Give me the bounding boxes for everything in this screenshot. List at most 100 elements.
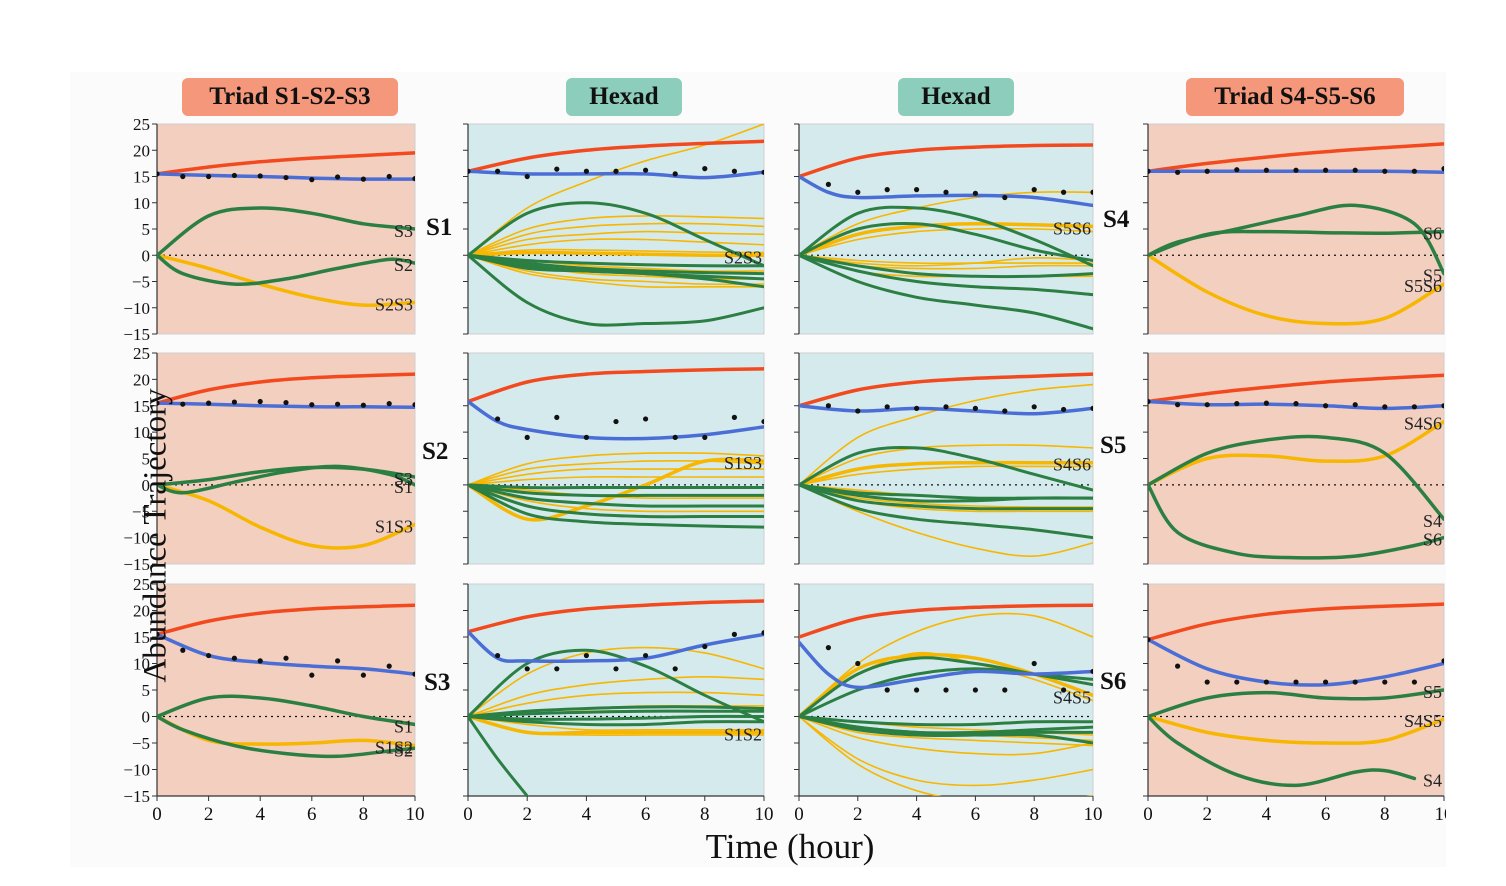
- y-tick-label: 5: [142, 450, 151, 469]
- series-label: S4S5: [1404, 711, 1442, 731]
- panel-hexad-S2: S1S3: [463, 352, 765, 565]
- series-line-yellow: [799, 465, 1093, 486]
- data-point: [972, 687, 979, 693]
- data-point: [761, 169, 764, 175]
- data-point: [1293, 167, 1299, 173]
- data-point: [943, 404, 949, 410]
- series-line-red: [799, 372, 1093, 408]
- data-point: [1204, 679, 1210, 685]
- series-line-yellow: [468, 484, 764, 513]
- data-point: [943, 189, 949, 195]
- column-header-1: Triad S1-S2-S3: [182, 78, 398, 116]
- data-point: [1323, 167, 1329, 173]
- data-point: [884, 687, 890, 693]
- series-line-yellow: [799, 254, 1093, 265]
- series-label: S1: [394, 477, 413, 497]
- x-tick-label: 4: [582, 804, 592, 825]
- series-line-yellow: [468, 254, 764, 286]
- series-line-green: [799, 483, 1093, 503]
- data-point: [825, 403, 832, 409]
- data-point: [855, 660, 861, 667]
- series-label: S5S6: [1053, 218, 1091, 238]
- series-line-green-s5: [1148, 203, 1444, 276]
- data-point: [412, 402, 415, 408]
- data-point: [1441, 166, 1444, 172]
- series-line-red: [468, 367, 764, 404]
- series-label: S6: [1423, 224, 1442, 244]
- panel-lines: [799, 143, 1093, 331]
- row-label-s4: S4: [1103, 206, 1130, 233]
- y-tick-label: 20: [133, 370, 150, 389]
- data-point: [1411, 404, 1417, 410]
- panel-lines: [799, 372, 1093, 557]
- y-tick-label: 5: [142, 220, 151, 239]
- series-line-yellow-s5s6: [1148, 253, 1444, 326]
- x-tick-label: 2: [204, 804, 214, 825]
- data-point: [1263, 167, 1269, 173]
- data-point: [825, 645, 832, 651]
- x-tick-label: 4: [255, 804, 265, 825]
- data-point: [1352, 679, 1358, 685]
- data-point: [1441, 403, 1444, 409]
- series-line-yellow: [799, 444, 1093, 486]
- series-line-yellow: [468, 215, 764, 257]
- y-tick-label: 10: [133, 655, 150, 674]
- series-line-yellow-s4s5: [1148, 714, 1444, 745]
- series-line-yellow: [799, 484, 1093, 557]
- data-point: [1234, 679, 1240, 685]
- panel-background: [156, 352, 416, 565]
- series-label: S4S5: [1053, 687, 1091, 707]
- data-point: [914, 687, 920, 693]
- data-point: [180, 647, 186, 653]
- data-point: [412, 176, 415, 182]
- data-point: [309, 177, 315, 183]
- panel-hexad-S1: S2S3: [463, 123, 765, 335]
- series-line-green: [468, 253, 764, 276]
- y-tick-label: 15: [133, 168, 150, 187]
- series-line-green-s2: [157, 253, 415, 286]
- data-point: [335, 174, 341, 180]
- series-line-yellow: [799, 254, 1093, 267]
- series-line-red: [468, 139, 764, 174]
- series-line-green: [468, 715, 764, 727]
- series-line-blue: [157, 401, 415, 410]
- series-line-yellow: [799, 227, 1093, 257]
- series-line-yellow: [468, 715, 764, 737]
- y-tick-label: −15: [123, 325, 150, 344]
- y-tick-label: 25: [133, 575, 150, 594]
- series-line-green: [468, 253, 764, 327]
- data-point: [672, 434, 678, 440]
- panel-lines: [468, 599, 764, 796]
- series-line-green: [468, 483, 764, 490]
- data-point: [554, 666, 560, 672]
- x-tick-label: 0: [152, 804, 162, 825]
- panel-hexad-S6: 0 2 4 6 8 10 S4S5: [794, 583, 1103, 825]
- series-line-red: [157, 603, 415, 637]
- x-tick-label: 6: [1321, 804, 1331, 825]
- column-header-2: Hexad: [566, 78, 682, 116]
- data-point: [1411, 679, 1417, 685]
- data-point: [731, 414, 738, 420]
- data-point: [884, 187, 890, 193]
- data-point: [283, 399, 289, 406]
- data-point: [231, 172, 237, 179]
- data-point: [1352, 402, 1358, 408]
- series-line-blue: [799, 640, 1093, 690]
- series-label: S4S6: [1404, 414, 1442, 434]
- data-point: [914, 187, 920, 193]
- panel-lines: [157, 372, 415, 550]
- series-line-green: [468, 483, 764, 498]
- data-point: [180, 401, 186, 407]
- data-point: [943, 687, 949, 693]
- x-tick-label: 6: [641, 804, 651, 825]
- series-line-green: [468, 709, 764, 718]
- series-line-yellow: [799, 715, 1093, 747]
- data-point: [309, 402, 315, 408]
- data-point: [1175, 402, 1181, 408]
- series-label: S2S3: [724, 247, 762, 267]
- panel-lines: [1148, 373, 1444, 560]
- data-point: [1031, 660, 1037, 667]
- data-point: [761, 630, 764, 636]
